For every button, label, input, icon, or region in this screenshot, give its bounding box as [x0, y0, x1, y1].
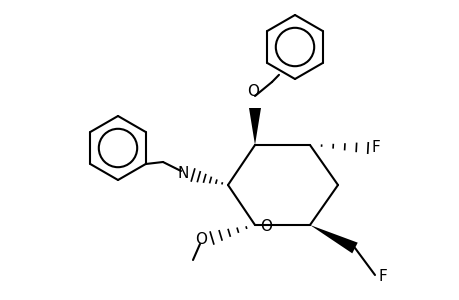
- Text: O: O: [195, 232, 207, 247]
- Polygon shape: [248, 108, 260, 145]
- Text: O: O: [246, 84, 258, 99]
- Text: O: O: [259, 220, 271, 235]
- Text: F: F: [378, 269, 387, 284]
- Text: N: N: [177, 166, 189, 181]
- Polygon shape: [309, 225, 357, 253]
- Text: F: F: [371, 140, 380, 155]
